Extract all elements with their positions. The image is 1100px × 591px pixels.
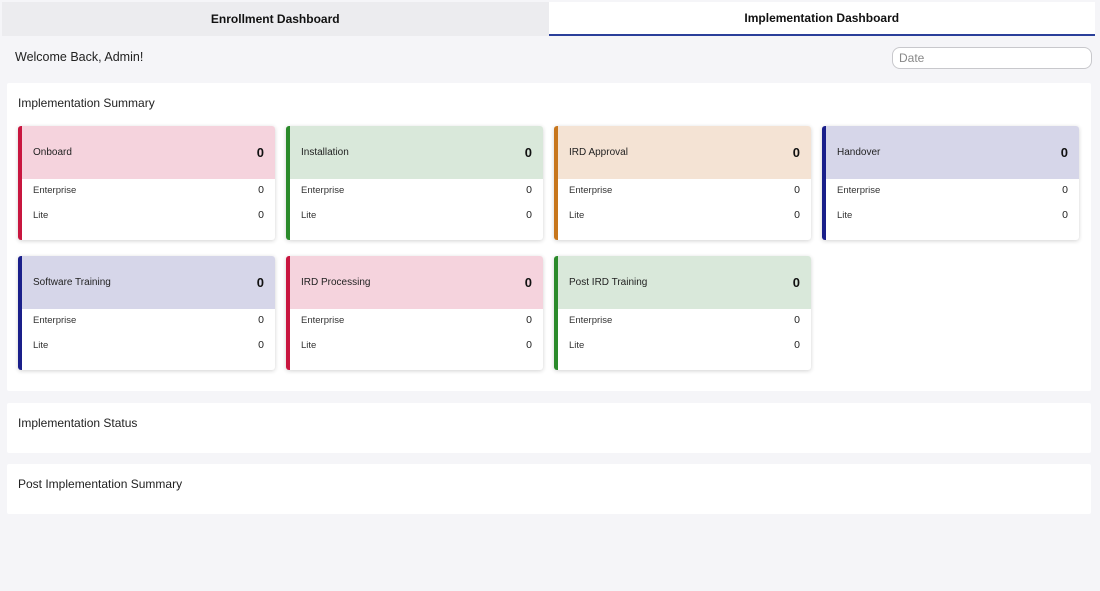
card-total: 0 (524, 145, 532, 160)
card-row-lite: Lite 0 (837, 208, 1068, 222)
lite-count: 0 (258, 209, 264, 221)
card-row-lite: Lite 0 (301, 338, 532, 352)
card-accent-bar (286, 256, 290, 370)
lite-count: 0 (794, 209, 800, 221)
card-row-lite: Lite 0 (33, 208, 264, 222)
card-title: IRD Processing (301, 277, 371, 288)
card-row-enterprise: Enterprise 0 (837, 183, 1068, 197)
card-header: Installation 0 (290, 126, 543, 179)
lite-label: Lite (33, 209, 49, 221)
card-accent-bar (18, 256, 22, 370)
lite-label: Lite (301, 209, 317, 221)
post-implementation-summary-title: Post Implementation Summary (18, 477, 183, 491)
lite-count: 0 (526, 209, 532, 221)
lite-count: 0 (1062, 209, 1068, 221)
tab-implementation-dashboard[interactable]: Implementation Dashboard (548, 2, 1095, 36)
lite-label: Lite (33, 339, 49, 351)
post-implementation-summary-panel: Post Implementation Summary (7, 464, 1091, 514)
enterprise-label: Enterprise (301, 314, 345, 326)
card-header: IRD Approval 0 (558, 126, 811, 179)
card-accent-bar (822, 126, 826, 240)
card-total: 0 (792, 275, 800, 290)
lite-label: Lite (301, 339, 317, 351)
enterprise-label: Enterprise (569, 314, 613, 326)
card-title: Software Training (33, 277, 111, 288)
lite-count: 0 (258, 339, 264, 351)
enterprise-count: 0 (794, 314, 800, 326)
lite-label: Lite (837, 209, 853, 221)
enterprise-label: Enterprise (569, 184, 613, 196)
card-header: Post IRD Training 0 (558, 256, 811, 309)
lite-label: Lite (569, 339, 585, 351)
card-accent-bar (286, 126, 290, 240)
card-row-enterprise: Enterprise 0 (33, 313, 264, 327)
card-title: Handover (837, 147, 881, 158)
card-header: Handover 0 (826, 126, 1079, 179)
card-row-lite: Lite 0 (33, 338, 264, 352)
tab-enrollment-dashboard[interactable]: Enrollment Dashboard (2, 2, 549, 36)
implementation-summary-title: Implementation Summary (18, 96, 155, 110)
card-total: 0 (256, 275, 264, 290)
card-accent-bar (554, 256, 558, 370)
card-title: Onboard (33, 147, 72, 158)
enterprise-label: Enterprise (33, 314, 77, 326)
card-total: 0 (524, 275, 532, 290)
enterprise-count: 0 (526, 314, 532, 326)
card-ird-processing[interactable]: IRD Processing 0 Enterprise 0 Lite 0 (286, 256, 543, 370)
enterprise-label: Enterprise (837, 184, 881, 196)
implementation-summary-panel: Implementation Summary Onboard 0 Enterpr… (7, 83, 1091, 391)
enterprise-count: 0 (258, 314, 264, 326)
card-handover[interactable]: Handover 0 Enterprise 0 Lite 0 (822, 126, 1079, 240)
enterprise-count: 0 (526, 184, 532, 196)
card-onboard[interactable]: Onboard 0 Enterprise 0 Lite 0 (18, 126, 275, 240)
card-row-enterprise: Enterprise 0 (301, 313, 532, 327)
card-header: IRD Processing 0 (290, 256, 543, 309)
enterprise-count: 0 (1062, 184, 1068, 196)
enterprise-count: 0 (258, 184, 264, 196)
welcome-message: Welcome Back, Admin! (15, 50, 144, 64)
card-title: Post IRD Training (569, 277, 648, 288)
card-row-enterprise: Enterprise 0 (569, 183, 800, 197)
card-header: Software Training 0 (22, 256, 275, 309)
card-total: 0 (1060, 145, 1068, 160)
card-row-enterprise: Enterprise 0 (301, 183, 532, 197)
card-software-training[interactable]: Software Training 0 Enterprise 0 Lite 0 (18, 256, 275, 370)
card-accent-bar (18, 126, 22, 240)
date-input[interactable] (892, 47, 1092, 69)
implementation-status-title: Implementation Status (18, 416, 138, 430)
card-row-enterprise: Enterprise 0 (33, 183, 264, 197)
card-ird-approval[interactable]: IRD Approval 0 Enterprise 0 Lite 0 (554, 126, 811, 240)
enterprise-label: Enterprise (33, 184, 77, 196)
lite-count: 0 (794, 339, 800, 351)
card-row-lite: Lite 0 (569, 338, 800, 352)
card-row-lite: Lite 0 (569, 208, 800, 222)
card-accent-bar (554, 126, 558, 240)
dashboard-tabs: Enrollment Dashboard Implementation Dash… (2, 2, 1095, 36)
card-post-ird-training[interactable]: Post IRD Training 0 Enterprise 0 Lite 0 (554, 256, 811, 370)
enterprise-count: 0 (794, 184, 800, 196)
lite-count: 0 (526, 339, 532, 351)
implementation-status-panel: Implementation Status (7, 403, 1091, 453)
card-total: 0 (792, 145, 800, 160)
card-row-enterprise: Enterprise 0 (569, 313, 800, 327)
card-row-lite: Lite 0 (301, 208, 532, 222)
card-installation[interactable]: Installation 0 Enterprise 0 Lite 0 (286, 126, 543, 240)
card-title: IRD Approval (569, 147, 628, 158)
enterprise-label: Enterprise (301, 184, 345, 196)
card-total: 0 (256, 145, 264, 160)
card-title: Installation (301, 147, 349, 158)
lite-label: Lite (569, 209, 585, 221)
card-header: Onboard 0 (22, 126, 275, 179)
